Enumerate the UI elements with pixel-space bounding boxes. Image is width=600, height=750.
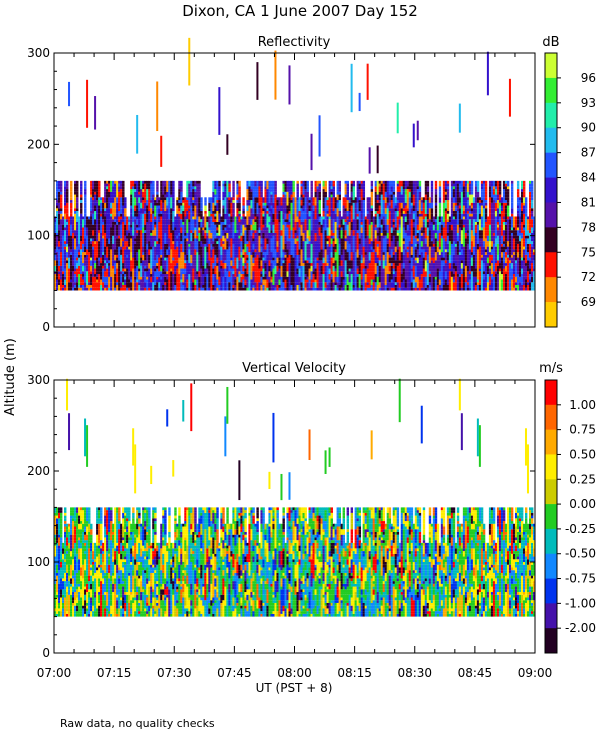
colorbar-label: 1.00 <box>569 398 596 412</box>
colorbar-swatch <box>545 103 557 128</box>
colorbar-unit-reflectivity: dB <box>542 35 559 50</box>
colorbar-label: 90 <box>581 121 596 135</box>
colorbar-label: 0.50 <box>569 447 596 461</box>
panel-title-vertical-velocity: Vertical Velocity <box>242 361 346 376</box>
figure: Dixon, CA 1 June 2007 Day 152 Reflectivi… <box>0 0 600 750</box>
colorbar-label: 84 <box>581 171 596 185</box>
x-tick-label: 08:15 <box>337 666 372 680</box>
colorbar-label: -0.25 <box>565 522 596 536</box>
y-tick-label: 300 <box>27 46 50 60</box>
plot-area-reflectivity <box>54 38 535 327</box>
colorbar-label: -1.00 <box>565 596 596 610</box>
x-tick-label: 08:45 <box>458 666 493 680</box>
colorbar-label: 69 <box>581 295 596 309</box>
colorbar-label: 78 <box>581 220 596 234</box>
colorbar-swatch <box>545 628 557 653</box>
colorbar-swatch <box>545 302 557 327</box>
y-tick-label: 100 <box>27 555 50 569</box>
colorbar-unit-vertical-velocity: m/s <box>539 361 563 376</box>
colorbar-swatch <box>545 603 557 628</box>
panel-reflectivity: Reflectivity dB 0 100 200 300 69 72 75 78 81 84 8… <box>27 35 596 334</box>
colorbar-label: -0.50 <box>565 547 596 561</box>
colorbar-swatch <box>545 202 557 227</box>
colorbar-swatch <box>545 405 557 430</box>
colorbar-label: 93 <box>581 96 596 110</box>
colorbar-swatch <box>545 479 557 504</box>
panel-title-reflectivity: Reflectivity <box>258 35 331 50</box>
colorbar-swatch <box>545 78 557 103</box>
colorbar-swatch <box>545 227 557 252</box>
y-axis-label: Altitude (m) <box>3 338 18 416</box>
footnote: Raw data, no quality checks <box>60 717 215 730</box>
colorbar-swatch <box>545 430 557 455</box>
x-tick-label: 07:00 <box>37 666 72 680</box>
x-tick-label: 08:00 <box>277 666 312 680</box>
x-tick-label: 09:00 <box>518 666 553 680</box>
colorbar-swatch <box>545 53 557 78</box>
y-tick-label: 200 <box>27 464 50 478</box>
y-tick-label: 0 <box>42 320 50 334</box>
colorbar-label: -0.75 <box>565 572 596 586</box>
y-tick-label: 100 <box>27 229 50 243</box>
colorbar-swatch <box>545 277 557 302</box>
y-tick-label: 0 <box>42 646 50 660</box>
colorbar-label: 72 <box>581 270 596 284</box>
colorbar-label: 0.25 <box>569 472 596 486</box>
x-axis-label: UT (PST + 8) <box>256 681 333 695</box>
colorbar-swatch <box>545 252 557 277</box>
colorbar-reflectivity: 69 72 75 78 81 84 87 90 93 96 <box>545 53 596 327</box>
colorbar-swatch <box>545 579 557 604</box>
colorbar-label: -2.00 <box>565 621 596 635</box>
x-tick-label: 07:45 <box>217 666 252 680</box>
colorbar-swatch <box>545 178 557 203</box>
colorbar-label: 0.00 <box>569 497 596 511</box>
colorbar-swatch <box>545 529 557 554</box>
colorbar-label: 87 <box>581 146 596 160</box>
colorbar-swatch <box>545 128 557 153</box>
x-tick-label: 07:15 <box>97 666 132 680</box>
colorbar-label: 81 <box>581 195 596 209</box>
panel-vertical-velocity: Vertical Velocity m/s 0 100 200 300 07:00 07… <box>27 361 596 680</box>
y-tick-label: 200 <box>27 137 50 151</box>
figure-title: Dixon, CA 1 June 2007 Day 152 <box>182 2 418 20</box>
colorbar-label: 0.75 <box>569 423 596 437</box>
colorbar-vertical-velocity: 1.00 0.75 0.50 0.25 0.00 -0.25 -0.50 -0.75 -1.00… <box>545 380 596 653</box>
colorbar-swatch <box>545 454 557 479</box>
y-tick-label: 300 <box>27 373 50 387</box>
plot-area-vertical-velocity <box>54 379 535 653</box>
colorbar-label: 96 <box>581 71 596 85</box>
colorbar-label: 75 <box>581 245 596 259</box>
colorbar-swatch <box>545 504 557 529</box>
x-tick-label: 08:30 <box>397 666 432 680</box>
colorbar-swatch <box>545 153 557 178</box>
colorbar-swatch <box>545 380 557 405</box>
x-tick-label: 07:30 <box>157 666 192 680</box>
colorbar-swatch <box>545 554 557 579</box>
